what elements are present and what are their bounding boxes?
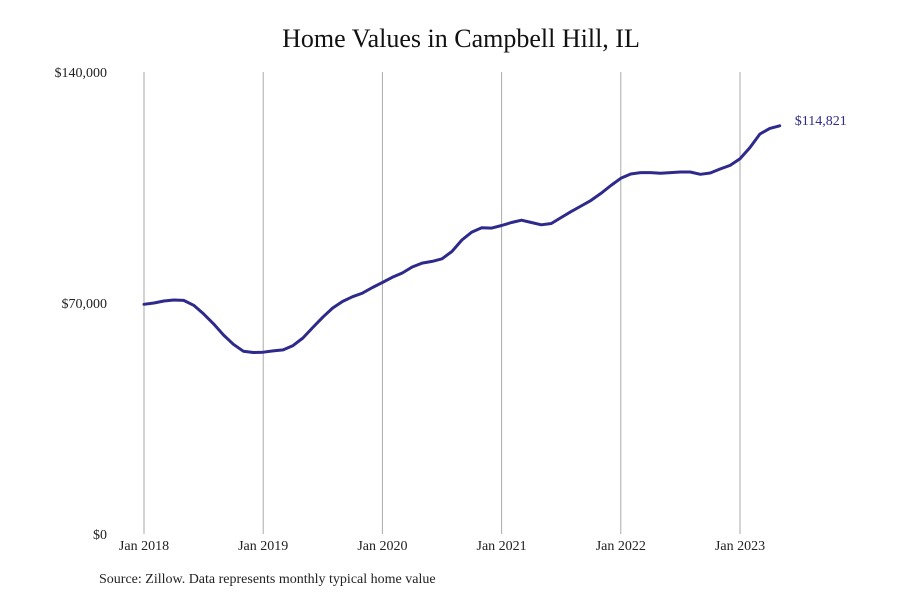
x-tick-label: Jan 2021 [477,539,527,554]
x-tick-label: Jan 2020 [357,539,407,554]
x-tick-label: Jan 2023 [715,539,765,554]
y-tick-label: $140,000 [55,66,108,81]
chart-title: Home Values in Campbell Hill, IL [282,24,640,53]
series-line [142,124,782,354]
x-tick-label: Jan 2019 [238,539,288,554]
x-tick-label: Jan 2018 [119,539,169,554]
y-tick-label: $70,000 [62,297,108,312]
x-tick-label: Jan 2022 [596,539,646,554]
end-value-label: $114,821 [795,114,847,129]
source-note: Source: Zillow. Data represents monthly … [99,572,436,587]
y-tick-label: $0 [93,528,107,543]
